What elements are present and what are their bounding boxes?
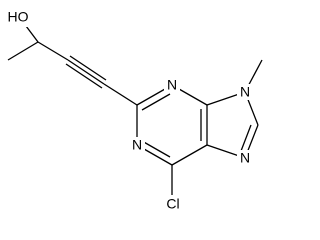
bond xyxy=(25,25,39,43)
bond xyxy=(37,41,69,61)
atom-label: N xyxy=(132,137,142,153)
bond xyxy=(103,83,138,106)
label-bg xyxy=(164,77,180,93)
bond xyxy=(141,93,171,111)
bonds xyxy=(7,25,263,200)
atom-label: N xyxy=(240,150,250,166)
label-bg xyxy=(237,150,253,166)
atom-label: HO xyxy=(8,9,29,25)
bond xyxy=(240,124,252,152)
atom-labels: HO N N N N Cl xyxy=(4,9,253,213)
molecule-diagram: HO N N N N Cl xyxy=(4,8,263,213)
bond xyxy=(65,63,103,89)
atom-label: N xyxy=(240,84,250,100)
bond xyxy=(69,55,107,81)
bond xyxy=(171,144,208,166)
label-bg xyxy=(4,9,32,27)
bond xyxy=(141,140,171,158)
atom-label: N xyxy=(167,77,177,93)
label-bg xyxy=(129,137,145,153)
label-bg xyxy=(162,195,184,213)
bond xyxy=(67,59,105,85)
atom-label: Cl xyxy=(166,196,179,212)
bond xyxy=(7,41,39,61)
label-bg xyxy=(237,84,253,100)
